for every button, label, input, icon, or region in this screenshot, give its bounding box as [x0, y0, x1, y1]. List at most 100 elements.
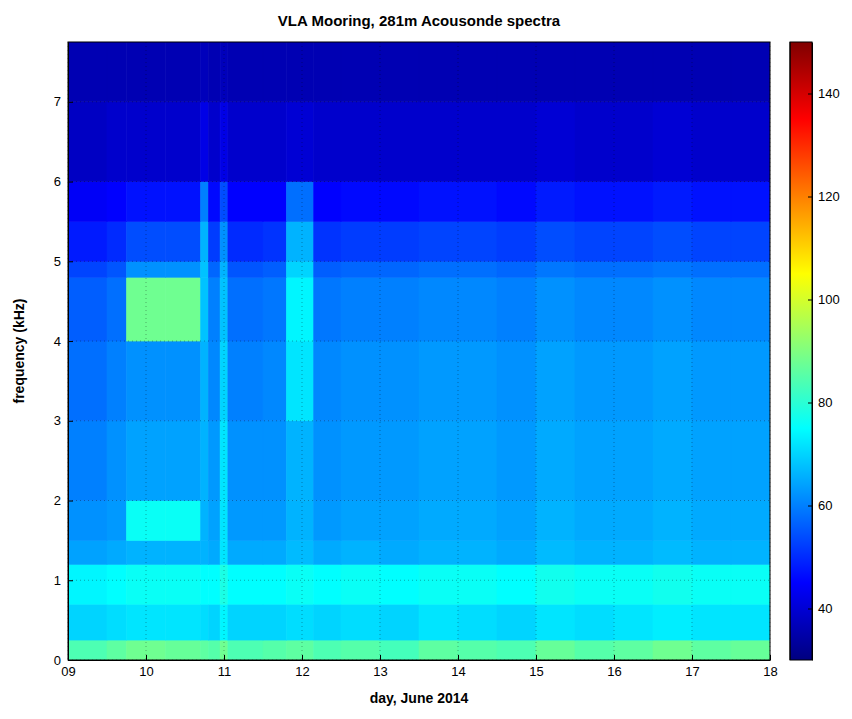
x-tick: 15: [529, 655, 543, 679]
heatmap-cell: [127, 421, 166, 501]
heatmap-cell: [653, 501, 692, 541]
heatmap-cell: [341, 540, 380, 564]
heatmap-cell: [208, 261, 220, 277]
colorbar-tick: 140: [808, 86, 840, 101]
y-tick-label: 4: [54, 334, 61, 349]
grid-line-x: [146, 42, 147, 660]
grid: [68, 42, 770, 660]
heatmap-cell: [497, 261, 536, 277]
heatmap-cell: [380, 42, 419, 102]
colorbar-tick-label: 120: [818, 189, 840, 204]
heatmap-cell: [107, 604, 127, 640]
y-tick: 1: [54, 573, 73, 588]
heatmap-cell: [653, 421, 692, 501]
heatmap-cell: [228, 501, 263, 541]
heatmap-cell: [208, 540, 220, 564]
heatmap-cell: [286, 421, 313, 501]
heatmap-cell: [614, 564, 653, 604]
heatmap-cell: [201, 102, 209, 182]
chart-title: VLA Mooring, 281m Acousonde spectra: [278, 12, 561, 29]
heatmap-cell: [419, 540, 458, 564]
heatmap-cell: [263, 501, 286, 541]
y-tick: 2: [54, 493, 73, 508]
heatmap-cell: [220, 182, 228, 222]
heatmap-cell: [107, 42, 127, 102]
heatmap-cell: [419, 42, 458, 102]
heatmap-cell: [263, 540, 286, 564]
heatmap-cell: [68, 501, 107, 541]
heatmap-cell: [208, 277, 220, 341]
heatmap-cell: [228, 421, 263, 501]
y-tick-mark: [68, 261, 73, 262]
heatmap-cell: [458, 604, 497, 640]
grid-line-y: [68, 580, 770, 581]
heatmap-cell: [314, 261, 341, 277]
heatmap-cell: [68, 277, 107, 341]
x-tick-mark: [302, 655, 303, 660]
heatmap-cell: [166, 261, 201, 277]
heatmap-cell: [419, 564, 458, 604]
heatmap-cell: [497, 277, 536, 341]
heatmap-cell: [731, 261, 770, 277]
heatmap-cell: [220, 221, 228, 261]
heatmap-cell: [127, 341, 166, 421]
y-tick-mark: [68, 580, 73, 581]
heatmap-cell: [692, 102, 731, 182]
heatmap-cell: [536, 102, 575, 182]
heatmap-cell: [536, 564, 575, 604]
x-tick: 14: [451, 655, 465, 679]
heatmap-cell: [314, 540, 341, 564]
heatmap-cell: [314, 640, 341, 660]
heatmap-cell: [692, 501, 731, 541]
heatmap-cell: [228, 102, 263, 182]
heatmap-cell: [166, 604, 201, 640]
heatmap-cell: [201, 42, 209, 102]
colorbar-tick-label: 60: [818, 498, 832, 513]
grid-line-y: [68, 261, 770, 262]
heatmap-cell: [458, 501, 497, 541]
heatmap-cell: [731, 341, 770, 421]
heatmap-cell: [575, 540, 614, 564]
heatmap-cell: [380, 564, 419, 604]
heatmap-cells: [68, 42, 770, 660]
heatmap-cell: [68, 261, 107, 277]
heatmap-cell: [286, 501, 313, 541]
heatmap-cell: [314, 182, 341, 222]
y-tick: 5: [54, 254, 73, 269]
heatmap-cell: [228, 261, 263, 277]
heatmap-cell: [166, 42, 201, 102]
heatmap-cell: [692, 42, 731, 102]
heatmap-cell: [614, 540, 653, 564]
heatmap-cell: [263, 261, 286, 277]
x-tick-label: 12: [295, 664, 309, 679]
x-tick-label: 10: [139, 664, 153, 679]
heatmap-cell: [614, 604, 653, 640]
heatmap-cell: [228, 640, 263, 660]
x-tick-label: 13: [373, 664, 387, 679]
heatmap-cell: [314, 501, 341, 541]
chart-svg: 0910111213141516171801234567VLA Mooring,…: [0, 0, 852, 719]
heatmap-cell: [107, 540, 127, 564]
x-tick-label: 11: [218, 664, 232, 679]
heatmap-cell: [341, 604, 380, 640]
heatmap-cell: [653, 564, 692, 604]
heatmap-cell: [68, 42, 107, 102]
heatmap-cell: [68, 102, 107, 182]
heatmap-cell: [341, 261, 380, 277]
heatmap-cell: [692, 341, 731, 421]
heatmap-cell: [458, 261, 497, 277]
heatmap-cell: [68, 182, 107, 222]
x-tick-mark: [224, 655, 225, 660]
heatmap-cell: [127, 540, 166, 564]
colorbar-tick: 120: [808, 189, 840, 204]
heatmap-cell: [575, 604, 614, 640]
x-tick-mark: [614, 655, 615, 660]
heatmap-cell: [692, 640, 731, 660]
heatmap-cell: [208, 341, 220, 421]
heatmap-cell: [127, 102, 166, 182]
chart-container: 0910111213141516171801234567VLA Mooring,…: [0, 0, 852, 719]
heatmap-cell: [380, 277, 419, 341]
y-tick-label: 5: [54, 254, 61, 269]
heatmap-cell: [68, 341, 107, 421]
y-tick-label: 6: [54, 174, 61, 189]
